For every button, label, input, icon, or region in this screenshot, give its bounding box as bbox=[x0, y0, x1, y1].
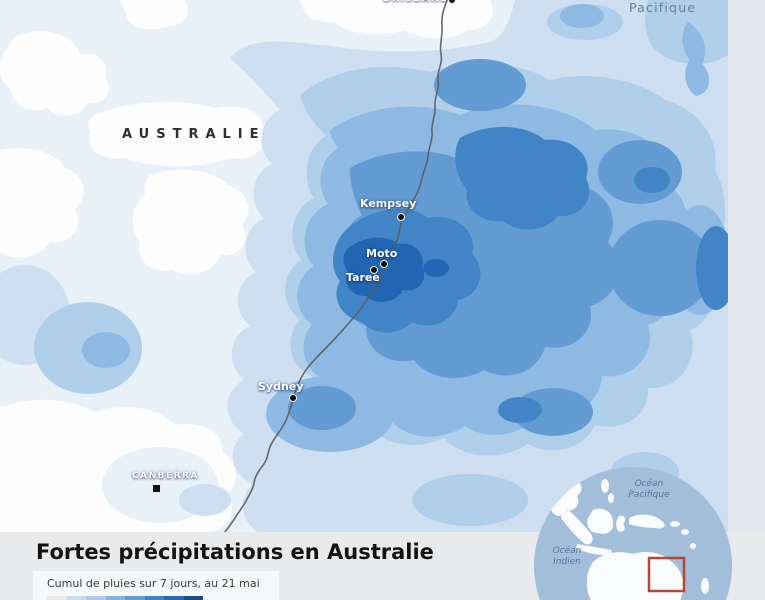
country-label: AUSTRALIE bbox=[122, 127, 266, 142]
city-label-brisbane: BRISBANE bbox=[383, 0, 448, 4]
capital-square-canberra bbox=[152, 484, 161, 493]
legend-box: Cumul de pluies sur 7 jours, au 21 mai bbox=[33, 571, 279, 600]
city-label-sydney: Sydney bbox=[258, 380, 304, 393]
precipitation-contours bbox=[0, 0, 765, 532]
inset-pacific-line1: Océan bbox=[634, 479, 664, 489]
legend-caption: Cumul de pluies sur 7 jours, au 21 mai bbox=[47, 577, 260, 590]
legend-color-segment bbox=[144, 596, 164, 600]
inset-highlight-rect bbox=[647, 556, 686, 593]
map-title: Fortes précipitations en Australie bbox=[36, 540, 434, 564]
inset-globe-svg bbox=[534, 467, 732, 600]
city-label-kempsey: Kempsey bbox=[360, 197, 417, 210]
legend-color-segment bbox=[164, 596, 184, 600]
inset-indian-line1: Océan bbox=[552, 546, 582, 556]
city-label-moto: Moto bbox=[366, 247, 398, 260]
city-dot-kempsey bbox=[397, 213, 405, 221]
inset-locator-globe: Océan Pacifique Océan Indien bbox=[533, 466, 733, 600]
inset-ocean-pacific-label: Océan Pacifique bbox=[613, 479, 685, 501]
legend-color-segment bbox=[86, 596, 106, 600]
city-dot-taree bbox=[370, 266, 378, 274]
inset-indian-line2: Indien bbox=[553, 557, 581, 567]
legend-color-segment bbox=[105, 596, 125, 600]
inset-ocean bbox=[534, 467, 732, 600]
city-label-canberra: CANBERRA bbox=[132, 471, 199, 481]
city-dot-sydney bbox=[289, 394, 297, 402]
precipitation-map: AUSTRALIE Pacifique BRISBANE Kempsey Mot… bbox=[0, 0, 765, 532]
no-data-strip bbox=[728, 0, 765, 532]
inset-ocean-indian-label: Océan Indien bbox=[531, 546, 603, 568]
legend-color-segment bbox=[66, 596, 86, 600]
city-dot-moto bbox=[380, 260, 388, 268]
city-label-taree: Taree bbox=[346, 271, 380, 284]
inset-pacific-line2: Pacifique bbox=[628, 490, 670, 500]
legend-color-segment bbox=[125, 596, 145, 600]
no-rain-areas bbox=[0, 0, 679, 532]
legend-color-segment bbox=[47, 596, 67, 600]
legend-color-segment bbox=[183, 596, 203, 600]
legend-color-bar bbox=[47, 596, 203, 600]
coastline-path bbox=[224, 0, 449, 532]
ocean-label-pacifique: Pacifique bbox=[629, 0, 697, 15]
